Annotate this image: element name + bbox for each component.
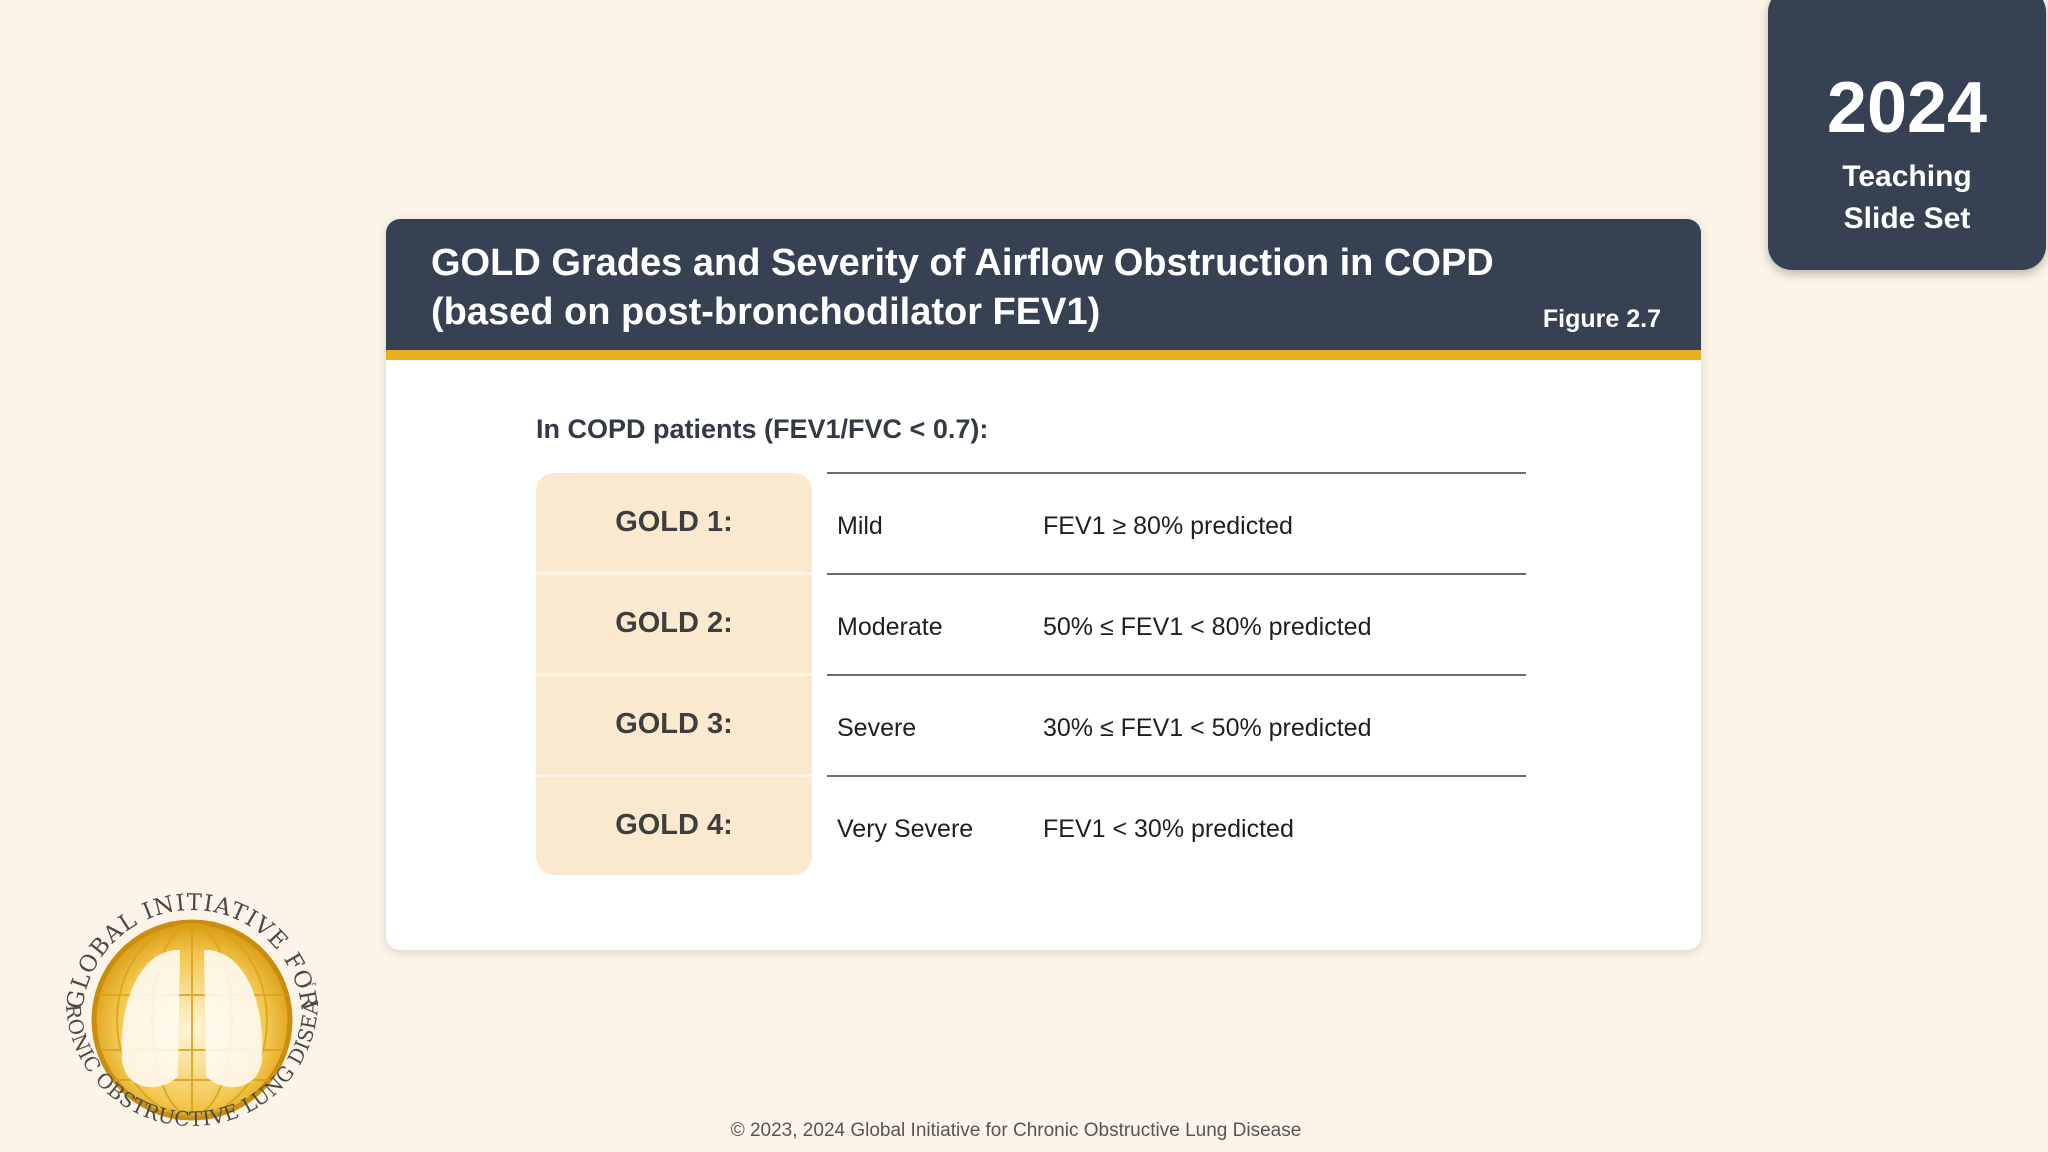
grade-separator <box>536 572 812 575</box>
badge-subtitle-line2: Slide Set <box>1843 202 1971 235</box>
criterion-2: 50% ≤ FEV1 < 80% predicted <box>1043 613 1372 641</box>
badge-subtitle: Teaching Slide Set <box>1768 156 2046 240</box>
figure-title-line2: (based on post-bronchodilator FEV1) <box>431 291 1101 333</box>
criterion-1: FEV1 ≥ 80% predicted <box>1043 512 1293 540</box>
teaching-slide-set-badge: 2024 Teaching Slide Set <box>1768 0 2046 270</box>
badge-year: 2024 <box>1826 68 1988 148</box>
severity-label-1: Mild <box>837 512 883 540</box>
grade-cell-1: GOLD 1: <box>615 505 733 538</box>
row-divider <box>827 472 1526 474</box>
figure-number: Figure 2.7 <box>1542 305 1661 333</box>
copyright-footer: © 2023, 2024 Global Initiative for Chron… <box>730 1120 1302 1141</box>
grade-cell-3: GOLD 3: <box>615 707 733 740</box>
accent-stripe <box>386 350 1701 360</box>
criterion-4: FEV1 < 30% predicted <box>1043 815 1294 843</box>
badge-subtitle-line1: Teaching <box>1842 160 1972 193</box>
figure-title: GOLD Grades and Severity of Airflow Obst… <box>431 239 1494 337</box>
severity-label-3: Severe <box>837 714 917 742</box>
row-divider <box>827 573 1526 575</box>
figure-card: GOLD Grades and Severity of Airflow Obst… <box>386 219 1701 950</box>
figure-header: GOLD Grades and Severity of Airflow Obst… <box>386 219 1701 350</box>
criterion-3: 30% ≤ FEV1 < 50% predicted <box>1043 714 1372 742</box>
grade-separator <box>536 774 812 777</box>
severity-label-2: Moderate <box>837 613 943 641</box>
row-divider <box>827 674 1526 676</box>
gold-globe-lungs-logo-icon: GLOBAL INITIATIVE FOR CHRONIC OBSTRUCTIV… <box>52 880 323 1131</box>
grade-cell-4: GOLD 4: <box>615 808 733 841</box>
row-divider <box>827 775 1526 777</box>
intro-text: In COPD patients (FEV1/FVC < 0.7): <box>536 414 989 444</box>
grade-column: GOLD 1: GOLD 2: GOLD 3: GOLD 4: <box>536 473 812 875</box>
severity-label-4: Very Severe <box>837 815 974 843</box>
grade-separator <box>536 673 812 676</box>
grade-cell-2: GOLD 2: <box>615 606 733 639</box>
logo-trademark: ™ <box>308 982 318 993</box>
figure-title-line1: GOLD Grades and Severity of Airflow Obst… <box>431 242 1494 284</box>
